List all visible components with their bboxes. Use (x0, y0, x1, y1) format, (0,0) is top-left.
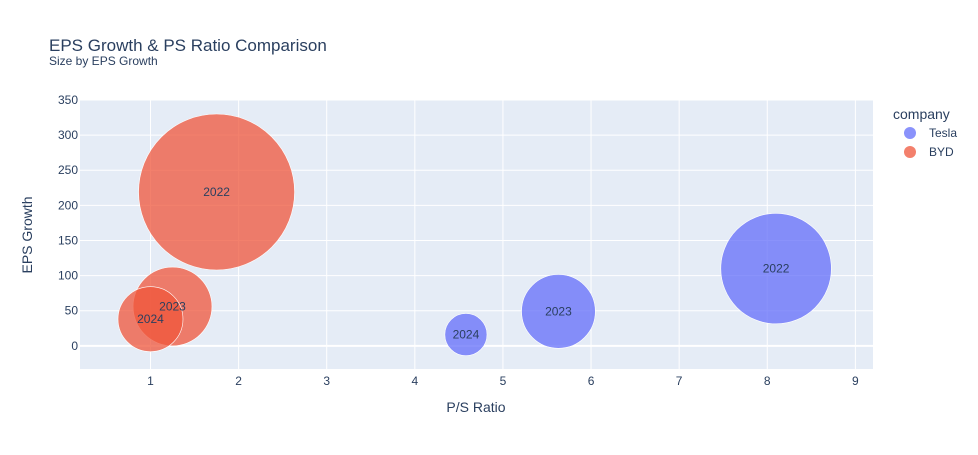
bubble-tesla-2022[interactable] (720, 212, 832, 325)
legend-label: Tesla (929, 126, 957, 140)
bubble-tesla-2023[interactable] (521, 274, 596, 349)
x-axis-title: P/S Ratio (446, 399, 505, 415)
x-tick-label: 3 (323, 374, 330, 388)
y-tick-label: 150 (58, 233, 78, 247)
bubble-label-tesla-2024: 2024 (453, 328, 480, 342)
legend-title: company (893, 106, 950, 122)
y-tick-label: 0 (71, 339, 78, 353)
y-tick-label: 300 (58, 128, 78, 142)
x-axis-ticks: 1 2 3 4 5 6 7 8 9 (147, 374, 859, 388)
y-tick-label: 350 (58, 93, 78, 107)
bubble-byd-2024[interactable] (117, 286, 184, 352)
legend-items: Tesla BYD (904, 126, 957, 159)
x-tick-label: 6 (588, 374, 595, 388)
legend-label: BYD (929, 145, 954, 159)
legend: company Tesla BYD (893, 106, 957, 159)
series-tesla: 2022 2023 2024 (444, 212, 832, 356)
x-tick-label: 8 (764, 374, 771, 388)
x-tick-label: 7 (676, 374, 683, 388)
x-tick-label: 4 (411, 374, 418, 388)
x-tick-label: 9 (852, 374, 859, 388)
legend-item-tesla[interactable]: Tesla (904, 126, 957, 140)
bubble-label-tesla-2023: 2023 (545, 304, 572, 318)
bubble-label-tesla-2022: 2022 (763, 262, 790, 276)
bubble-label-byd-2024: 2024 (137, 312, 164, 326)
y-axis-title: EPS Growth (19, 196, 35, 273)
y-tick-label: 100 (58, 269, 78, 283)
bubble-byd-2022[interactable] (138, 113, 295, 271)
legend-marker (904, 127, 916, 139)
y-tick-label: 200 (58, 198, 78, 212)
chart-subtitle: Size by EPS Growth (49, 54, 158, 68)
y-tick-label: 250 (58, 163, 78, 177)
chart-title: EPS Growth & PS Ratio Comparison (49, 36, 327, 55)
y-axis-ticks: 0 50 100 150 200 250 300 350 (58, 93, 78, 353)
x-tick-label: 5 (500, 374, 507, 388)
y-tick-label: 50 (65, 304, 79, 318)
x-tick-label: 2 (235, 374, 242, 388)
legend-marker (904, 146, 916, 158)
legend-item-byd[interactable]: BYD (904, 145, 954, 159)
x-tick-label: 1 (147, 374, 154, 388)
bubble-tesla-2024[interactable] (444, 313, 488, 356)
bubble-label-byd-2023: 2023 (159, 299, 186, 313)
bubble-label-byd-2022: 2022 (203, 185, 230, 199)
